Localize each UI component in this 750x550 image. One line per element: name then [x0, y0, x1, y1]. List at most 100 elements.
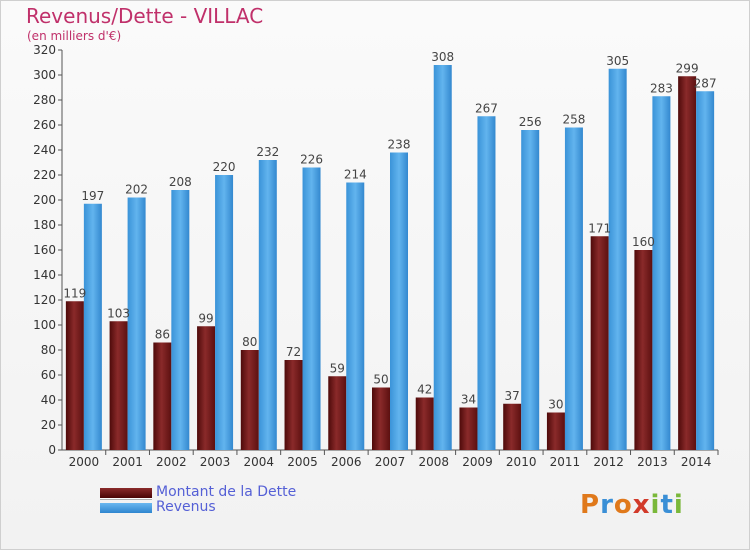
data-label-debt: 42 — [417, 383, 432, 397]
data-label-debt: 99 — [198, 311, 213, 325]
y-tick-label: 280 — [33, 93, 56, 107]
data-label-debt: 86 — [155, 328, 170, 342]
logo-letter: i — [673, 490, 684, 520]
data-label-debt: 50 — [373, 373, 388, 387]
data-label-revenus: 202 — [125, 183, 148, 197]
data-label-debt: 160 — [632, 235, 655, 249]
bar-revenus — [302, 167, 321, 450]
chart-subtitle: (en milliers d'€) — [27, 29, 122, 43]
proxiti-logo: Proxiti — [580, 490, 684, 520]
y-tick-label: 160 — [33, 243, 56, 257]
bar-revenus — [564, 127, 583, 450]
bar-debt — [197, 326, 216, 450]
logo-letter: r — [600, 490, 614, 520]
data-label-revenus: 220 — [213, 160, 236, 174]
y-tick-label: 60 — [41, 368, 56, 382]
logo-letter: i — [650, 490, 661, 520]
data-label-revenus: 258 — [562, 113, 585, 127]
data-label-revenus: 214 — [344, 168, 367, 182]
bar-debt — [328, 376, 347, 450]
data-label-debt: 103 — [107, 306, 130, 320]
bar-debt — [372, 387, 390, 450]
y-axis: 0 20 40 60 80 100 120 140 160 180 200 220 240 260 280 3… — [33, 43, 63, 457]
bar-revenus — [258, 160, 277, 450]
legend-swatch-debt — [100, 488, 152, 498]
data-labels: 119 197 103 202 86 208 99 220 80 232 72 226 59 214 50 2… — [63, 50, 716, 412]
data-label-debt: 34 — [461, 393, 476, 407]
legend-swatch-revenus — [100, 503, 152, 513]
y-tick-label: 80 — [41, 343, 56, 357]
bar-revenus — [215, 175, 234, 450]
bar-debt — [503, 403, 522, 450]
bar-revenus — [346, 182, 365, 450]
chart-title: Revenus/Dette - VILLAC — [26, 4, 264, 28]
data-label-revenus: 256 — [519, 115, 542, 129]
x-tick-label: 2014 — [681, 455, 712, 469]
bar-revenus — [127, 197, 146, 450]
bar-debt — [590, 236, 609, 450]
bar-debt — [415, 397, 434, 450]
bar-debt — [240, 350, 259, 450]
x-tick-label: 2003 — [200, 455, 231, 469]
x-tick-label: 2005 — [287, 455, 318, 469]
logo-letter: x — [632, 490, 651, 520]
bar-revenus — [652, 96, 671, 450]
legend-label-revenus: Revenus — [156, 499, 216, 515]
x-tick-label: 2010 — [506, 455, 537, 469]
x-tick-label: 2011 — [550, 455, 581, 469]
bar-revenus — [171, 190, 190, 450]
data-label-revenus: 283 — [650, 81, 673, 95]
bar-debt — [65, 301, 84, 450]
bar-debt — [109, 321, 128, 450]
y-tick-label: 180 — [33, 218, 56, 232]
data-label-debt: 171 — [588, 221, 611, 235]
data-label-revenus: 226 — [300, 153, 323, 167]
data-label-revenus: 197 — [81, 189, 104, 203]
y-tick-label: 320 — [33, 43, 56, 57]
data-label-debt: 59 — [330, 361, 345, 375]
x-tick-label: 2009 — [462, 455, 493, 469]
x-tick-label: 2008 — [418, 455, 449, 469]
bar-debt — [634, 250, 653, 450]
data-label-revenus: 232 — [256, 145, 279, 159]
bar-revenus — [83, 203, 102, 450]
data-label-debt: 37 — [505, 389, 520, 403]
bar-revenus — [433, 65, 452, 450]
data-label-revenus: 267 — [475, 101, 498, 115]
legend-label-debt: Montant de la Dette — [156, 484, 297, 500]
y-tick-label: 220 — [33, 168, 56, 182]
y-tick-label: 20 — [41, 418, 56, 432]
x-axis: 2000 2001 2002 2003 2004 2005 2006 2007 2008 2009… — [62, 449, 719, 469]
data-label-revenus: 308 — [431, 50, 454, 64]
data-label-debt: 299 — [676, 61, 699, 75]
bar-debt — [284, 360, 303, 450]
x-tick-label: 2006 — [331, 455, 362, 469]
data-label-revenus: 208 — [169, 175, 192, 189]
data-label-revenus: 238 — [388, 138, 411, 152]
y-tick-label: 100 — [33, 318, 56, 332]
bar-revenus — [477, 116, 496, 450]
data-label-revenus: 305 — [606, 54, 629, 68]
data-label-debt: 80 — [242, 335, 257, 349]
y-tick-label: 300 — [33, 68, 56, 82]
data-label-debt: 119 — [63, 286, 86, 300]
bar-debt — [546, 412, 565, 450]
logo-letter: t — [660, 490, 674, 520]
x-tick-label: 2000 — [69, 455, 100, 469]
x-tick-label: 2001 — [112, 455, 143, 469]
logo-letter: o — [613, 490, 633, 520]
x-tick-label: 2002 — [156, 455, 187, 469]
y-tick-label: 260 — [33, 118, 56, 132]
y-tick-label: 200 — [33, 193, 56, 207]
x-tick-label: 2007 — [375, 455, 406, 469]
y-tick-label: 0 — [48, 443, 56, 457]
y-tick-label: 120 — [33, 293, 56, 307]
bar-revenus — [521, 130, 540, 450]
data-label-debt: 72 — [286, 345, 301, 359]
x-tick-label: 2013 — [637, 455, 668, 469]
bar-revenus — [696, 91, 715, 450]
bar-revenus — [390, 152, 408, 450]
x-tick-label: 2004 — [244, 455, 275, 469]
x-tick-label: 2012 — [593, 455, 624, 469]
